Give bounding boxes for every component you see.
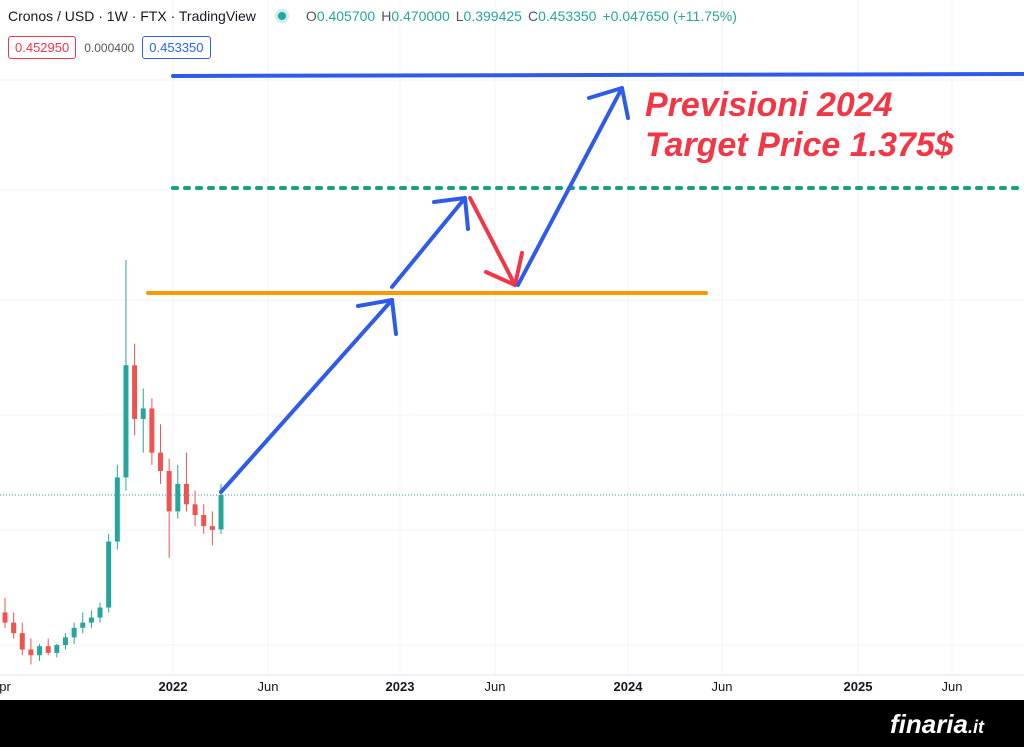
x-tick-label: Jun	[942, 679, 963, 694]
x-tick-label: 2024	[614, 679, 644, 694]
header: Cronos / USD · 1W · FTX · TradingView O0.…	[8, 8, 737, 24]
body	[123, 365, 129, 478]
body	[218, 495, 224, 530]
body	[28, 649, 34, 656]
x-tick-label: 2023	[386, 679, 415, 694]
ohlc-key: H	[381, 8, 392, 24]
arrow-head	[484, 251, 524, 287]
annotation: Previsioni 2024	[645, 86, 893, 124]
arrow-head	[587, 86, 630, 120]
x-tick-label: 2022	[159, 679, 188, 694]
body	[114, 477, 120, 542]
brand-name: finaria	[889, 709, 968, 739]
status-dot	[277, 12, 286, 20]
body	[54, 645, 60, 653]
symbol: Cronos / USD · 1W · FTX · TradingView	[8, 8, 256, 24]
arrow	[390, 196, 467, 289]
ohlc-key: L	[455, 8, 464, 24]
body	[201, 515, 207, 527]
body	[158, 452, 164, 472]
ohlc-key: O	[305, 8, 317, 24]
body	[2, 612, 8, 623]
drawings	[146, 72, 1024, 494]
spread: 0.000400	[84, 40, 135, 55]
body	[45, 646, 51, 653]
x-tick-label: pr	[0, 679, 11, 694]
brand: finaria.it	[890, 709, 984, 740]
body	[11, 622, 17, 634]
annotation: Target Price 1.375$	[645, 126, 955, 164]
target-line	[171, 72, 1024, 78]
body	[62, 637, 68, 646]
chart: Previsioni 2024 Target Price 1.375$ pr 20…	[0, 0, 1024, 694]
change: +0.047650 (+11.75%)	[602, 8, 737, 24]
x-axis-labels: pr 2022 Jun 2023 Jun 2024 Jun 2025 Jun	[0, 679, 962, 694]
footer: finaria.it	[0, 700, 1024, 747]
ask[interactable]: 0.453350	[142, 36, 211, 59]
x-tick-label: Jun	[712, 679, 733, 694]
x-tick-label: 2025	[844, 679, 873, 694]
body	[80, 622, 86, 628]
body	[106, 541, 112, 608]
arrow	[516, 86, 624, 287]
arrow-head	[432, 196, 470, 231]
x-tick-label: Jun	[258, 679, 279, 694]
ohlc-key: C	[527, 8, 539, 24]
body	[209, 526, 215, 530]
arrow	[219, 298, 394, 494]
body	[149, 408, 155, 453]
ohlc-value: 0.470000	[391, 8, 450, 24]
arrow	[468, 196, 517, 287]
body	[88, 617, 94, 623]
body	[132, 365, 138, 419]
bid[interactable]: 0.452950	[8, 36, 77, 59]
body	[19, 633, 25, 650]
ohlc: O0.405700 H0.470000 L0.399425 C0.453350	[300, 8, 597, 24]
ohlc-value: 0.453350	[538, 8, 597, 24]
body	[183, 483, 189, 505]
candles	[2, 260, 224, 665]
ohlc-value: 0.405700	[316, 8, 376, 24]
grid	[0, 0, 1024, 675]
body	[140, 408, 146, 419]
body	[175, 483, 181, 512]
body	[166, 471, 172, 512]
quote-boxes: 0.452950 0.000400 0.453350	[8, 36, 211, 59]
body	[97, 607, 103, 618]
body	[71, 627, 77, 638]
body	[192, 504, 198, 516]
brand-tld: .it	[968, 717, 984, 737]
x-tick-label: Jun	[485, 679, 506, 694]
ohlc-value: 0.399425	[463, 8, 522, 24]
arrow-head	[356, 298, 398, 336]
body	[37, 646, 43, 656]
